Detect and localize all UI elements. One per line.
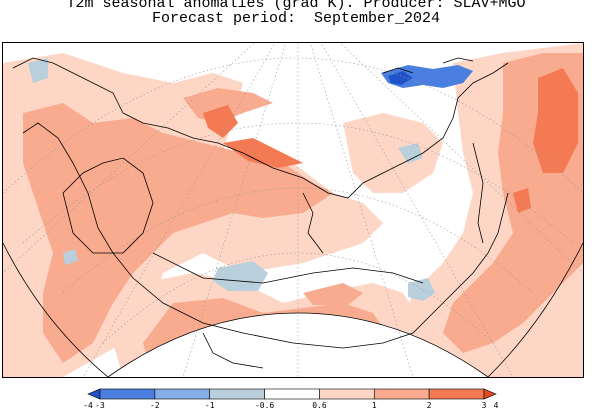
map-panel [2,42,584,378]
colorbar-tick-label: -2 [150,401,160,410]
colorbar-tick-label: 4 [494,401,499,410]
colorbar-bin [209,388,265,400]
colorbar-tick-label: 1 [372,401,377,410]
domain-inner-arc [107,312,489,377]
cold-region-chukotka-core [388,71,413,85]
colorbar-bin [154,388,211,400]
colorbar-bin [483,388,497,400]
cold-region-iberia [63,249,78,265]
domain-left-arc [3,242,109,377]
warm-region-europe-strong [23,103,333,363]
colorbar-tick-label: -0.6 [255,401,274,410]
colorbar-bin [264,388,320,400]
colorbar-bin [99,388,156,400]
colorbar-bin [428,388,485,400]
domain-right-arc [487,242,583,377]
warm-region-west-siberia [343,113,443,193]
colorbar-tick-label: 0.6 [312,401,327,410]
warm-region-okhotsk [513,188,531,213]
warm-region-pacific-strong [533,68,578,173]
colorbar-tick-label: -4 [83,401,93,410]
colorbar-bins [87,388,497,400]
warm-region-taymyr [223,138,303,168]
colorbar-bin [373,388,430,400]
cold-region-kazakhstan [213,261,268,291]
coastlines [12,57,509,369]
colorbar-tick-label: 2 [427,401,432,410]
colorbar-bin [87,388,101,400]
map-title: T2m seasonal anomalies (grad K). Produce… [0,0,592,26]
colorbar-legend: -4 -3 -2 -1 -0.6 0.6 1 2 3 4 [83,388,499,410]
anomaly-map [3,43,583,377]
cold-region-yakutia [398,143,423,163]
anomaly-fields [3,43,583,377]
cold-region-mongolia [408,278,435,301]
title-line-1: T2m seasonal anomalies (grad K). Produce… [66,0,526,12]
cold-region-scandinavia [28,58,48,83]
warm-region-barents [203,105,238,138]
warm-region-mongolia [303,283,363,305]
graticule [3,43,583,377]
colorbar-tick-label: 3 [482,401,487,410]
title-line-2: Forecast period: September_2024 [151,10,441,27]
colorbar-tick-label: -3 [95,401,105,410]
colorbar-tick-label: -1 [205,401,215,410]
colorbar-bin [319,388,375,400]
colorbar-ticks: -4 -3 -2 -1 -0.6 0.6 1 2 3 4 [83,401,498,410]
